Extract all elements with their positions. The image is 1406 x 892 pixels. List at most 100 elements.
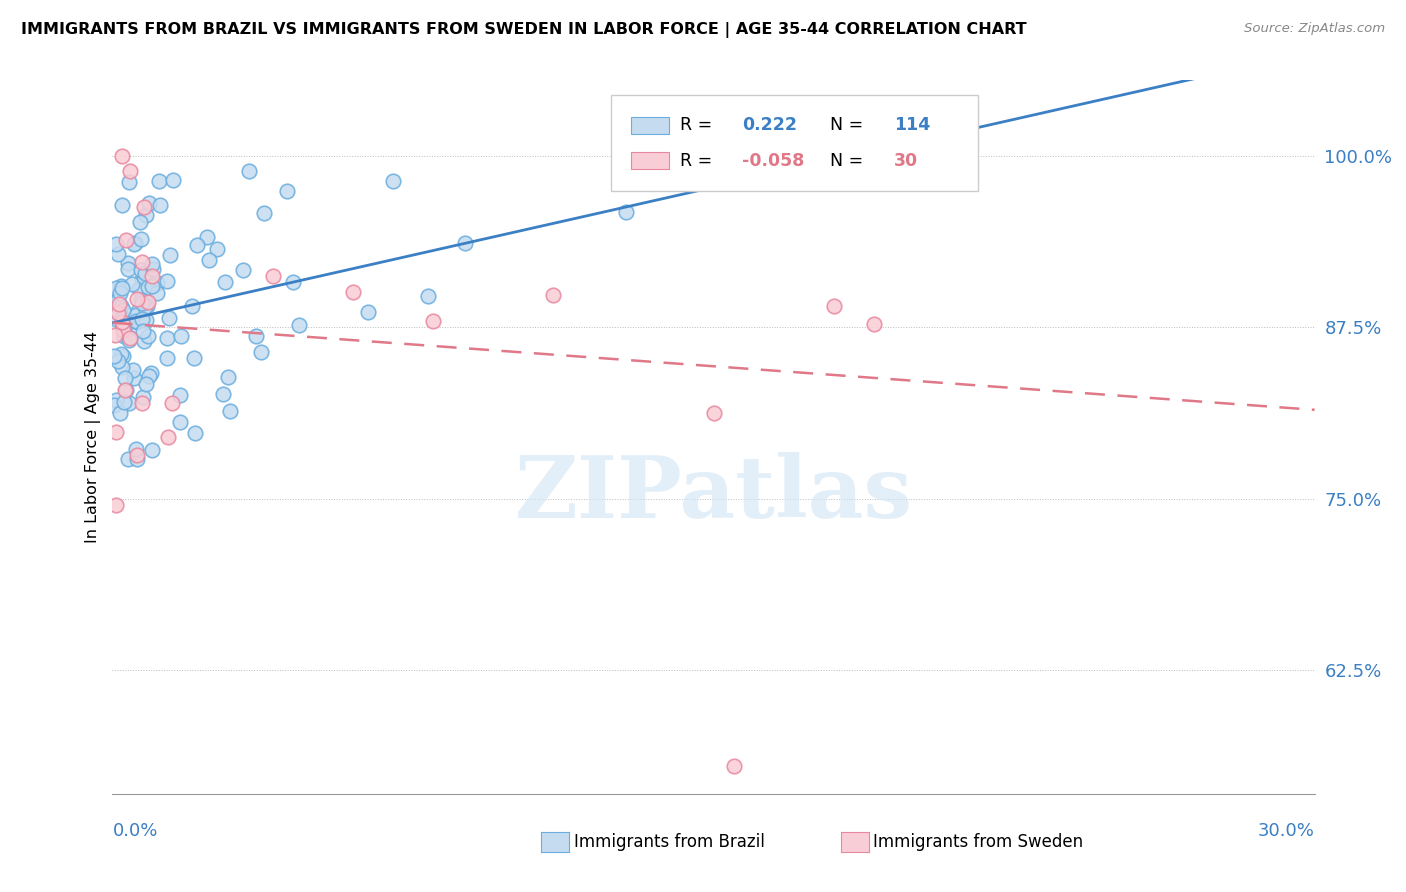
Point (117, 256, 139, 270)
Point (183, 351, 205, 365)
Point (142, 261, 165, 276)
Point (217, 369, 239, 384)
Point (138, 368, 160, 383)
Point (110, 299, 132, 313)
Point (124, 236, 146, 251)
Point (160, 395, 183, 409)
Text: ZIPatlas: ZIPatlas (515, 452, 912, 536)
Point (117, 396, 139, 410)
Point (112, 303, 135, 318)
Point (823, 299, 845, 313)
Point (157, 430, 180, 444)
Point (454, 235, 477, 250)
Point (134, 266, 156, 280)
Text: 0.0%: 0.0% (112, 822, 157, 840)
Point (111, 314, 134, 328)
Point (131, 255, 153, 269)
Point (134, 270, 156, 285)
Text: -0.058: -0.058 (742, 152, 804, 169)
Point (131, 396, 153, 410)
Point (238, 164, 260, 178)
Point (146, 285, 169, 300)
Point (723, 759, 745, 773)
Point (139, 366, 162, 380)
Point (134, 300, 156, 314)
Point (253, 205, 276, 219)
Point (262, 268, 284, 283)
Point (184, 426, 207, 441)
Text: Source: ZipAtlas.com: Source: ZipAtlas.com (1244, 22, 1385, 36)
Point (128, 282, 150, 296)
Point (105, 281, 128, 295)
Point (122, 236, 145, 251)
Point (131, 312, 153, 326)
Point (146, 276, 169, 290)
Point (136, 279, 159, 293)
Point (105, 304, 128, 318)
Text: Immigrants from Brazil: Immigrants from Brazil (574, 833, 765, 851)
Point (108, 406, 131, 420)
Point (129, 232, 152, 246)
Point (105, 311, 128, 326)
Point (129, 293, 152, 308)
Point (121, 363, 143, 377)
Point (381, 174, 404, 188)
Point (112, 349, 135, 363)
Point (232, 263, 254, 277)
Point (342, 285, 364, 299)
Point (198, 252, 221, 267)
Point (135, 208, 157, 222)
Point (115, 383, 138, 397)
Point (186, 237, 208, 252)
Point (141, 279, 163, 293)
Point (614, 204, 637, 219)
Point (131, 324, 153, 338)
Point (416, 289, 439, 303)
Point (112, 311, 135, 326)
Point (114, 313, 136, 327)
Text: 30: 30 (894, 152, 918, 169)
Point (136, 295, 159, 310)
Point (149, 198, 172, 212)
Point (132, 200, 155, 214)
Point (111, 281, 134, 295)
Point (141, 443, 163, 458)
Point (283, 275, 305, 289)
Point (148, 174, 170, 188)
Point (195, 230, 218, 244)
Point (863, 317, 886, 331)
FancyBboxPatch shape (631, 153, 669, 169)
Point (127, 304, 149, 318)
Point (104, 301, 127, 316)
Point (118, 331, 141, 345)
Point (112, 323, 135, 337)
Point (114, 233, 136, 247)
Point (131, 308, 153, 322)
Point (131, 272, 153, 286)
Point (250, 344, 273, 359)
Point (169, 388, 191, 402)
Point (125, 452, 148, 467)
Point (157, 310, 180, 325)
Point (127, 315, 149, 329)
Point (125, 308, 148, 322)
Point (110, 278, 132, 293)
Point (103, 350, 125, 364)
Point (422, 314, 444, 328)
Point (118, 333, 141, 347)
FancyBboxPatch shape (631, 117, 669, 134)
Point (245, 329, 267, 343)
Point (112, 394, 135, 409)
Point (104, 498, 127, 512)
Point (155, 331, 177, 345)
Point (132, 334, 155, 348)
Point (156, 351, 179, 365)
Point (114, 317, 136, 331)
Point (107, 293, 129, 308)
Text: N =: N = (830, 116, 869, 134)
Point (138, 272, 160, 286)
Point (104, 236, 127, 251)
Point (110, 149, 132, 163)
Point (288, 318, 311, 332)
Point (169, 415, 191, 429)
